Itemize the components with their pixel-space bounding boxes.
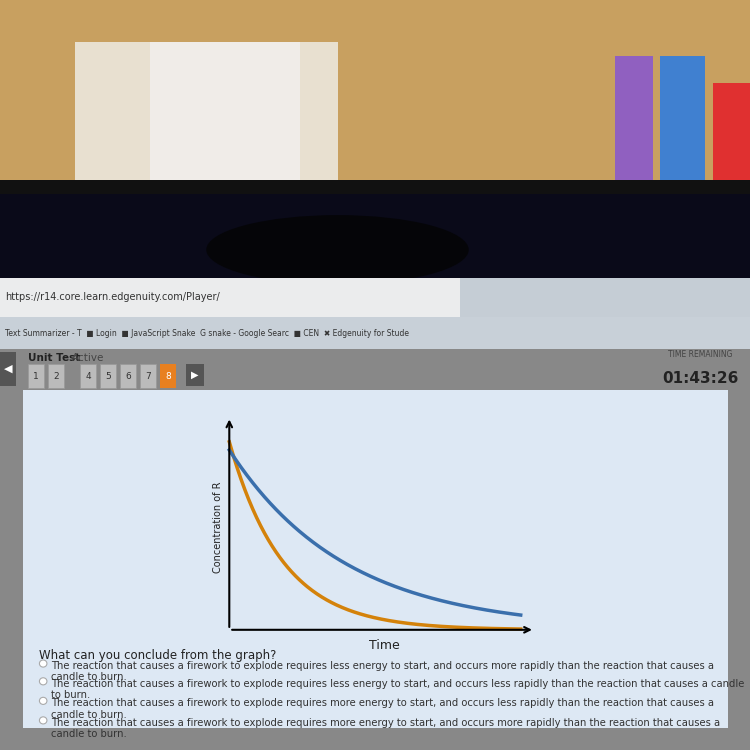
Bar: [0, 316, 750, 349]
Text: 7: 7: [146, 372, 151, 381]
Text: Unit Test: Unit Test: [28, 353, 80, 363]
Bar: [0, 278, 460, 316]
Circle shape: [40, 660, 47, 667]
Text: ▶: ▶: [191, 370, 199, 380]
Bar: [186, 364, 204, 386]
Text: The reaction that causes a firework to explode requires less energy to start, an: The reaction that causes a firework to e…: [51, 679, 744, 700]
Circle shape: [40, 678, 47, 685]
Text: 1: 1: [33, 372, 39, 381]
Text: The reaction that causes a firework to explode requires more energy to start, an: The reaction that causes a firework to e…: [51, 718, 720, 740]
Circle shape: [40, 698, 47, 704]
Bar: [0, 278, 750, 316]
Bar: [120, 364, 136, 388]
Bar: [660, 56, 705, 194]
Text: 5: 5: [105, 372, 111, 381]
Text: TIME REMAINING: TIME REMAINING: [668, 350, 732, 359]
Text: Text Summarizer - T⁠  ■ Login  ■ JavaScript Snake  G snake - Google Searc  ■ CEN: Text Summarizer - T⁠ ■ Login ■ JavaScrip…: [5, 328, 409, 338]
Text: Active: Active: [72, 353, 104, 363]
Bar: [0, 0, 750, 194]
Text: 4: 4: [86, 372, 91, 381]
Text: The reaction that causes a firework to explode requires more energy to start, an: The reaction that causes a firework to e…: [51, 698, 714, 720]
Text: What can you conclude from the graph?: What can you conclude from the graph?: [40, 650, 277, 662]
Text: 2: 2: [53, 372, 58, 381]
Text: ◀: ◀: [4, 364, 12, 374]
Text: https://r14.core.learn.edgenuity.com/Player/: https://r14.core.learn.edgenuity.com/Pla…: [5, 292, 220, 302]
Text: 01:43:26: 01:43:26: [662, 370, 738, 386]
Bar: [615, 56, 652, 194]
Text: 6: 6: [125, 372, 130, 381]
Text: Concentration of R: Concentration of R: [213, 482, 223, 574]
Bar: [48, 364, 64, 388]
Ellipse shape: [206, 215, 469, 284]
Text: Time: Time: [369, 639, 400, 652]
Bar: [100, 364, 116, 388]
Bar: [0, 352, 16, 386]
Bar: [75, 41, 338, 222]
Bar: [28, 364, 44, 388]
Text: 8: 8: [165, 372, 171, 381]
Circle shape: [40, 717, 47, 724]
Bar: [140, 364, 156, 388]
Bar: [150, 41, 300, 208]
Bar: [80, 364, 96, 388]
Bar: [0, 181, 750, 278]
Bar: [0, 194, 750, 278]
Bar: [160, 364, 176, 388]
Text: The reaction that causes a firework to explode requires less energy to start, an: The reaction that causes a firework to e…: [51, 661, 714, 682]
Bar: [173, 417, 530, 639]
Bar: [712, 83, 750, 194]
